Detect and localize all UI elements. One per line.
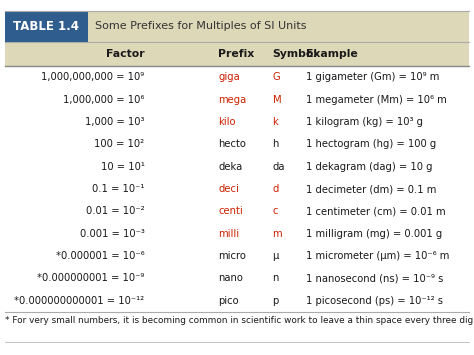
Text: 1 nanosecond (ns) = 10⁻⁹ s: 1 nanosecond (ns) = 10⁻⁹ s xyxy=(306,273,443,284)
Text: pico: pico xyxy=(218,296,239,306)
Text: 0.01 = 10⁻²: 0.01 = 10⁻² xyxy=(86,206,145,217)
Text: *0.000000000001 = 10⁻¹²: *0.000000000001 = 10⁻¹² xyxy=(14,296,145,306)
Text: centi: centi xyxy=(218,206,243,217)
Text: m: m xyxy=(273,229,282,239)
Text: *0.000000001 = 10⁻⁹: *0.000000001 = 10⁻⁹ xyxy=(37,273,145,284)
Text: 1 milligram (mg) = 0.001 g: 1 milligram (mg) = 0.001 g xyxy=(306,229,442,239)
Text: Factor: Factor xyxy=(106,49,145,59)
Text: 1 picosecond (ps) = 10⁻¹² s: 1 picosecond (ps) = 10⁻¹² s xyxy=(306,296,443,306)
Text: kilo: kilo xyxy=(218,117,236,127)
Text: deka: deka xyxy=(218,162,242,172)
Text: Example: Example xyxy=(306,49,357,59)
Text: 1 dekagram (dag) = 10 g: 1 dekagram (dag) = 10 g xyxy=(306,162,432,172)
Text: 1 decimeter (dm) = 0.1 m: 1 decimeter (dm) = 0.1 m xyxy=(306,184,436,194)
Text: micro: micro xyxy=(218,251,246,261)
Text: milli: milli xyxy=(218,229,239,239)
Text: 1 kilogram (kg) = 10³ g: 1 kilogram (kg) = 10³ g xyxy=(306,117,423,127)
Text: mega: mega xyxy=(218,94,246,105)
Text: μ: μ xyxy=(273,251,279,261)
Text: 0.1 = 10⁻¹: 0.1 = 10⁻¹ xyxy=(92,184,145,194)
Text: hecto: hecto xyxy=(218,139,246,149)
Text: 1 centimeter (cm) = 0.01 m: 1 centimeter (cm) = 0.01 m xyxy=(306,206,446,217)
Text: 1,000,000,000 = 10⁹: 1,000,000,000 = 10⁹ xyxy=(41,72,145,82)
Text: Some Prefixes for Multiples of SI Units: Some Prefixes for Multiples of SI Units xyxy=(95,21,306,31)
Text: p: p xyxy=(273,296,279,306)
Bar xyxy=(5,11,469,42)
Text: deci: deci xyxy=(218,184,239,194)
Text: M: M xyxy=(273,94,281,105)
Text: 1,000 = 10³: 1,000 = 10³ xyxy=(85,117,145,127)
Text: 1 hectogram (hg) = 100 g: 1 hectogram (hg) = 100 g xyxy=(306,139,436,149)
Text: Prefix: Prefix xyxy=(218,49,254,59)
Text: c: c xyxy=(273,206,278,217)
Text: *0.000001 = 10⁻⁶: *0.000001 = 10⁻⁶ xyxy=(56,251,145,261)
Text: 1 gigameter (Gm) = 10⁹ m: 1 gigameter (Gm) = 10⁹ m xyxy=(306,72,439,82)
Text: G: G xyxy=(273,72,280,82)
Text: 1,000,000 = 10⁶: 1,000,000 = 10⁶ xyxy=(63,94,145,105)
Text: h: h xyxy=(273,139,279,149)
Text: nano: nano xyxy=(218,273,243,284)
Bar xyxy=(5,42,469,66)
Text: 100 = 10²: 100 = 10² xyxy=(94,139,145,149)
Bar xyxy=(5,11,88,42)
Text: 0.001 = 10⁻³: 0.001 = 10⁻³ xyxy=(80,229,145,239)
Text: Symbol: Symbol xyxy=(273,49,318,59)
Text: d: d xyxy=(273,184,279,194)
Text: 1 megameter (Mm) = 10⁶ m: 1 megameter (Mm) = 10⁶ m xyxy=(306,94,447,105)
Text: giga: giga xyxy=(218,72,240,82)
Text: 1 micrometer (μm) = 10⁻⁶ m: 1 micrometer (μm) = 10⁻⁶ m xyxy=(306,251,449,261)
Text: k: k xyxy=(273,117,278,127)
Text: 10 = 10¹: 10 = 10¹ xyxy=(100,162,145,172)
Text: da: da xyxy=(273,162,285,172)
Text: * For very small numbers, it is becoming common in scientific work to leave a th: * For very small numbers, it is becoming… xyxy=(5,316,474,324)
Text: n: n xyxy=(273,273,279,284)
Text: TABLE 1.4: TABLE 1.4 xyxy=(13,20,79,33)
